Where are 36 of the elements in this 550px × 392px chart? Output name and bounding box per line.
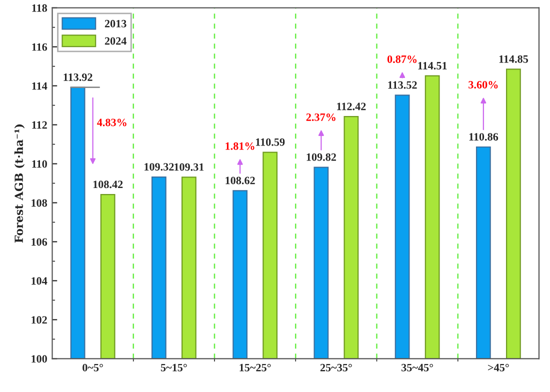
data-label: 110.59 xyxy=(256,138,285,146)
y-tick-label: 110 xyxy=(32,160,47,168)
annotation: 1.81% xyxy=(226,142,254,150)
data-label: 113.92 xyxy=(64,73,92,81)
x-tick-label: 5~15° xyxy=(160,364,187,372)
y-tick-label: 108 xyxy=(32,199,48,207)
data-label: 109.82 xyxy=(306,153,336,161)
data-label: 113.52 xyxy=(388,81,417,89)
data-label: 109.32 xyxy=(144,163,174,171)
data-label: 114.85 xyxy=(499,55,528,63)
x-tick-label: 15~25° xyxy=(240,364,271,372)
legend-label: 2024 xyxy=(104,37,126,45)
legend-label: 2013 xyxy=(104,20,126,28)
x-tick-label: 0~5° xyxy=(82,364,103,372)
data-label: 112.42 xyxy=(337,102,366,110)
data-label: 114.51 xyxy=(418,62,447,70)
annotation: 3.60% xyxy=(468,80,498,89)
y-axis-title: Forest AGB (t·ha⁻¹) xyxy=(14,124,25,243)
annotation: 4.83% xyxy=(97,118,126,126)
annotation: 2.37% xyxy=(306,113,336,121)
y-tick-label: 112 xyxy=(32,121,47,129)
y-tick-label: 118 xyxy=(32,4,48,12)
x-tick-label: 35~45° xyxy=(402,364,433,372)
data-label: 108.62 xyxy=(226,176,255,184)
y-tick-label: 106 xyxy=(32,238,48,246)
y-tick-label: 100 xyxy=(32,355,47,363)
y-tick-label: 114 xyxy=(32,82,48,90)
x-tick-label: 25~35° xyxy=(320,364,352,372)
data-label: 108.42 xyxy=(93,180,123,188)
x-tick-label: >45° xyxy=(488,364,509,372)
y-tick-label: 116 xyxy=(32,43,48,51)
annotation: 0.87% xyxy=(387,55,417,63)
y-tick-label: 102 xyxy=(32,316,47,324)
data-label: 110.86 xyxy=(469,133,498,141)
data-label: 109.31 xyxy=(174,163,204,171)
y-tick-label: 104 xyxy=(32,277,48,285)
